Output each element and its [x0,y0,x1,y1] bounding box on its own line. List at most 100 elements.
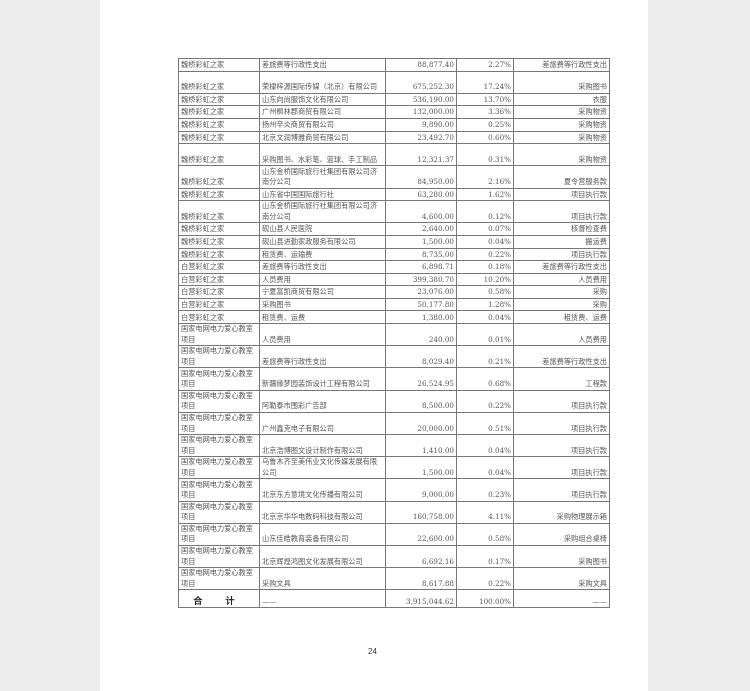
table-row: 白营彩虹之家 租赁费、运费 1,380.00 0.04% 租赁费、运费 [178,310,610,325]
project-cell: 国家电网电力爱心教室项目 [178,456,260,480]
payee-cell: 新疆缘梦园装饰设计工程有限公司 [259,367,386,391]
percent-cell: 3.36% [456,105,514,119]
percent-cell: 1.28% [456,297,514,312]
project-cell: 国家电网电力爱心教室项目 [178,411,260,436]
amount-cell: 12,321.37 [385,143,457,167]
table-row: 国家电网电力爱心教室项目 广州鑫克电子有限公司 20,000.00 0.51% 项目执行… [178,411,610,436]
payee-cell: 乌鲁木齐至美伟业文化传媒发展有限公司 [259,456,386,480]
purpose-cell: 采购组合桌椅 [513,522,610,546]
purpose-cell: 搬运费 [513,234,610,249]
payee-cell: 采购文具 [259,567,386,591]
purpose-cell: 工程款 [513,367,610,391]
table-row: 国家电网电力爱心教室项目 北京京华华电数码科技有限公司 160,758.00 4.11… [178,500,610,524]
purpose-cell: 采购文具 [513,567,610,591]
project-cell: 国家电网电力爱心教室项目 [178,433,260,458]
amount-cell: 26,524.95 [385,367,457,391]
percent-cell: 0.60% [456,130,514,145]
purpose-cell: 项目执行款 [513,411,610,436]
payee-cell: 山东省中国国际旅行社 [259,187,386,202]
table-row: 白营彩虹之家 宁夏富凯商贸有限公司 23,076.00 0.58% 采购 [178,285,610,299]
amount-cell: 9,890.00 [385,117,457,132]
project-cell: 魏桥彩虹之家 [178,165,260,189]
table-row: 魏桥彩虹之家 北京文润博雅商贸有限公司 23,492.70 0.60% 采购物资 [178,130,610,145]
project-cell: 魏桥彩虹之家 [178,234,260,249]
document-page: 魏桥彩虹之家 差旅费等行政性支出 88,877.40 2.27% 差旅费等行政性支出 魏桥… [100,0,648,691]
percent-cell: 0.25% [456,117,514,132]
table-row: 魏桥彩虹之家 租赁费、运输费 8,735.00 0.22% 项目执行款 [178,247,610,262]
project-cell: 白营彩虹之家 [178,272,260,287]
amount-cell: 675,252.30 [385,70,457,94]
percent-cell: 0.68% [456,367,514,391]
percent-cell: 0.51% [456,411,514,436]
purpose-cell: 人员费用 [513,272,610,287]
payee-cell: 宁夏富凯商贸有限公司 [259,285,386,299]
table-row: 魏桥彩虹之家 山东金桥国际旅行社集团有限公司济南分公司 4,600.00 0.12% 项… [178,200,610,224]
project-cell: 国家电网电力爱心教室项目 [178,522,260,546]
project-cell: 魏桥彩虹之家 [178,117,260,132]
percent-cell: 1.62% [456,187,514,202]
purpose-cell: 项目执行款 [513,456,610,480]
project-cell: 国家电网电力爱心教室项目 [178,323,260,347]
payee-cell: 北京文润博雅商贸有限公司 [259,130,386,145]
table-row: 魏桥彩虹之家 山东金桥国际旅行社集团有限公司济南分公司 84,950.00 2.16%… [178,165,610,189]
payee-cell: 扬州辛炎商贸有限公司 [259,117,386,132]
percent-cell: 0.21% [456,345,514,369]
purpose-cell: 差旅费等行政性支出 [513,58,610,72]
purpose-cell: 项目执行款 [513,200,610,224]
total-row: 合 计 —— 3,915,044.62 100.00% —— [178,589,610,609]
amount-cell: 160,758.00 [385,500,457,524]
percent-cell: 0.22% [456,567,514,591]
amount-cell: 23,076.00 [385,285,457,299]
total-col2: —— [259,589,386,609]
percent-cell: 0.31% [456,143,514,167]
payee-cell: 北京浩博图文设计制作有限公司 [259,433,386,458]
table-row: 白营彩虹之家 差旅费等行政性支出 6,898.71 0.18% 差旅费等行政性支出 [178,260,610,274]
table-row: 国家电网电力爱心教室项目 北京东方意境文化传播有限公司 9,000.00 0.23% 项… [178,478,610,502]
amount-cell: 1,380.00 [385,310,457,325]
percent-cell: 0.58% [456,285,514,299]
purpose-cell: 采购 [513,297,610,312]
table-row: 魏桥彩虹之家 广州枫林郡商贸有限公司 132,000.00 3.36% 采购物资 [178,105,610,119]
total-col5: —— [513,589,610,609]
expense-table: 魏桥彩虹之家 差旅费等行政性支出 88,877.40 2.27% 差旅费等行政性支出 魏桥… [178,58,610,609]
percent-cell: 13.70% [456,92,514,107]
project-cell: 国家电网电力爱心教室项目 [178,478,260,502]
table-row: 魏桥彩虹之家 差旅费等行政性支出 88,877.40 2.27% 差旅费等行政性支出 [178,58,610,72]
amount-cell: 63,280.00 [385,187,457,202]
amount-cell: 8,735.00 [385,247,457,262]
amount-cell: 23,492.70 [385,130,457,145]
purpose-cell: 项目执行款 [513,389,610,413]
table-row: 魏桥彩虹之家 山东省中国国际旅行社 63,280.00 1.62% 项目执行款 [178,187,610,202]
purpose-cell: 采购物资 [513,130,610,145]
payee-cell: 砚山县进勤家政服务有限公司 [259,234,386,249]
amount-cell: 50,177.80 [385,297,457,312]
payee-cell: 阿勒泰市围彩广告部 [259,389,386,413]
project-cell: 魏桥彩虹之家 [178,200,260,224]
purpose-cell: 夏令营服务款 [513,165,610,189]
project-cell: 魏桥彩虹之家 [178,143,260,167]
purpose-cell: 项目执行款 [513,247,610,262]
purpose-cell: 采购物资 [513,117,610,132]
payee-cell: 北京东方意境文化传播有限公司 [259,478,386,502]
purpose-cell: 项目执行款 [513,433,610,458]
payee-cell: 北京辉煌鸿图文化发展有限公司 [259,544,386,569]
table-row: 国家电网电力爱心教室项目 新疆缘梦园装饰设计工程有限公司 26,524.95 0.68… [178,367,610,391]
payee-cell: 差旅费等行政性支出 [259,345,386,369]
amount-cell: 8,617.88 [385,567,457,591]
payee-cell: 租赁费、运输费 [259,247,386,262]
project-cell: 国家电网电力爱心教室项目 [178,345,260,369]
table-row: 白营彩虹之家 采购图书 50,177.80 1.28% 采购 [178,297,610,312]
amount-cell: 22,600.00 [385,522,457,546]
table-row: 国家电网电力爱心教室项目 人员费用 240.00 0.01% 人员费用 [178,323,610,347]
project-cell: 国家电网电力爱心教室项目 [178,367,260,391]
purpose-cell: 衣服 [513,92,610,107]
total-amount: 3,915,044.62 [385,589,457,609]
table-row: 魏桥彩虹之家 山东向尚服饰文化有限公司 536,190.00 13.70% 衣服 [178,92,610,107]
project-cell: 魏桥彩虹之家 [178,105,260,119]
percent-cell: 0.04% [456,234,514,249]
purpose-cell: 采购图书 [513,70,610,94]
amount-cell: 9,000.00 [385,478,457,502]
amount-cell: 6,898.71 [385,260,457,274]
amount-cell: 84,950.00 [385,165,457,189]
purpose-cell: 采购物理展示箱 [513,500,610,524]
